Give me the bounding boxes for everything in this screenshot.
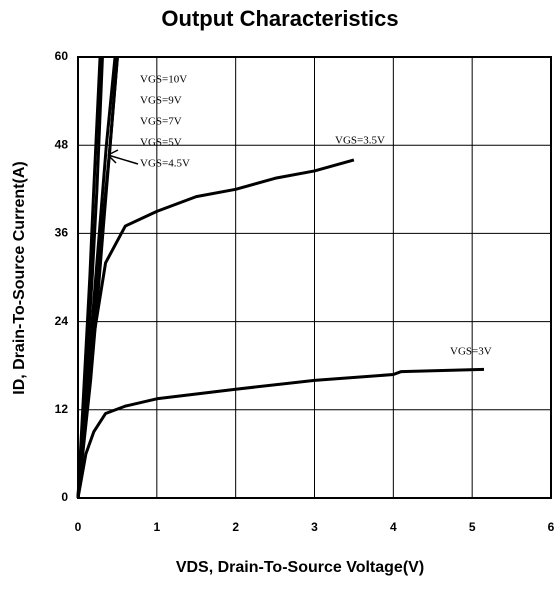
y-tick-label: 24 — [55, 314, 69, 328]
chart-title: Output Characteristics — [161, 6, 398, 31]
x-axis-label: VDS, Drain-To-Source Voltage(V) — [176, 559, 424, 576]
series-label: VGS=9V — [140, 95, 182, 107]
y-tick-label: 0 — [61, 490, 68, 504]
y-tick-label: 36 — [55, 226, 69, 240]
x-tick-label: 0 — [75, 520, 82, 534]
y-axis-label: ID, Drain-To-Source Current(A) — [11, 161, 28, 394]
series-label: VGS=4.5V — [140, 158, 190, 170]
series-label: VGS=10V — [140, 74, 187, 86]
y-tick-label: 12 — [55, 402, 69, 416]
x-tick-label: 4 — [390, 520, 397, 534]
series-label: VGS=3.5V — [335, 135, 385, 147]
series-label: VGS=7V — [140, 116, 182, 128]
x-tick-label: 6 — [548, 520, 555, 534]
x-tick-label: 1 — [153, 520, 160, 534]
y-tick-label: 48 — [55, 137, 69, 151]
y-tick-label: 60 — [55, 49, 69, 63]
line — [76, 367, 485, 499]
x-tick-label: 3 — [311, 520, 318, 534]
arrow — [107, 149, 139, 165]
line — [76, 158, 355, 499]
series-label: VGS=3V — [450, 346, 492, 358]
x-tick-label: 2 — [232, 520, 239, 534]
plot-frame — [77, 56, 552, 499]
series-label: VGS=5V — [140, 137, 182, 149]
line — [76, 56, 104, 499]
x-tick-label: 5 — [469, 520, 476, 534]
